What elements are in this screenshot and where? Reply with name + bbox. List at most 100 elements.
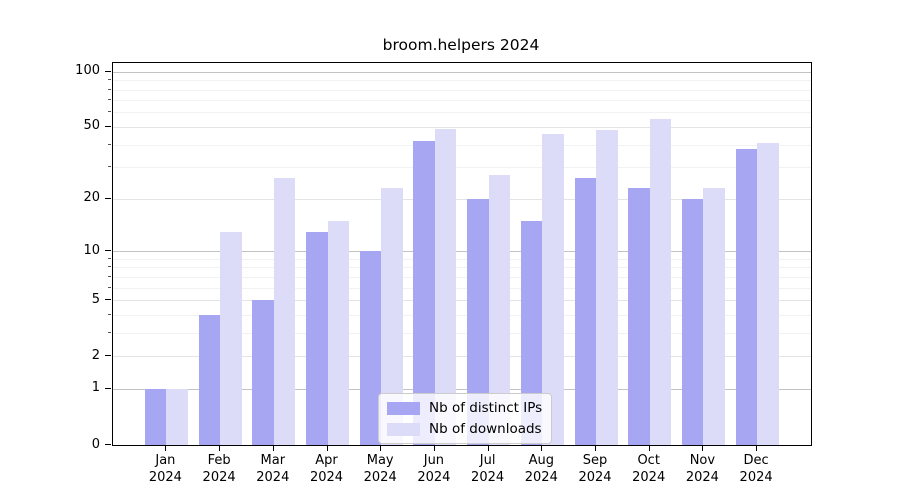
x-tick-label: Apr 2024 [309, 453, 344, 485]
legend-item-distinct-ips: Nb of distinct IPs [387, 400, 542, 416]
x-tick-label: Mar 2024 [256, 453, 290, 485]
x-tick-label: Jul 2024 [471, 453, 505, 485]
chart-title: broom.helpers 2024 [382, 36, 540, 54]
y-axis-minor-tick [108, 143, 111, 145]
bar-downloads [220, 231, 242, 445]
x-axis-tick [326, 445, 328, 451]
bar-downloads [434, 128, 457, 445]
bar-downloads [381, 187, 403, 445]
plot-area [112, 62, 812, 446]
bar-distinct-ips [413, 140, 435, 445]
bar-distinct-ips [198, 314, 221, 445]
bar-distinct-ips [252, 300, 274, 445]
y-tick-label: 20 [83, 190, 100, 206]
y-axis-tick [105, 444, 111, 445]
bar-distinct-ips [467, 198, 489, 445]
y-tick-label: 0 [91, 436, 100, 452]
gridline-major [113, 251, 811, 252]
x-axis-tick [487, 445, 489, 451]
gridline-minor [113, 287, 811, 289]
x-tick-label: Nov 2024 [685, 453, 719, 485]
legend-label: Nb of downloads [429, 421, 542, 437]
y-axis-tick [105, 125, 111, 127]
x-axis-tick [595, 445, 596, 451]
gridline-minor [113, 167, 811, 169]
y-axis-minor-tick [108, 166, 111, 168]
bar-downloads [327, 220, 349, 445]
y-axis-minor-tick [108, 331, 111, 333]
gridline-minor [113, 89, 811, 91]
y-axis-minor-tick [108, 266, 111, 268]
y-axis-tick [105, 355, 111, 357]
gridline-major [113, 126, 811, 128]
bar-distinct-ips [735, 148, 758, 445]
legend: Nb of distinct IPs Nb of downloads [378, 393, 553, 444]
legend-swatch-distinct-ips [387, 401, 420, 415]
x-tick-label: Aug 2024 [524, 453, 558, 485]
y-axis-tick [105, 250, 111, 251]
legend-item-downloads: Nb of downloads [387, 421, 542, 437]
y-axis-minor-tick [108, 257, 111, 259]
gridline-minor [113, 112, 811, 114]
bar-downloads [596, 130, 618, 445]
x-tick-label: Jun 2024 [417, 453, 451, 485]
x-tick-label: Oct 2024 [632, 453, 666, 485]
x-axis-tick [433, 445, 435, 451]
y-axis-tick [105, 197, 111, 199]
gridline-minor [113, 267, 811, 269]
y-axis-tick [105, 70, 111, 72]
x-tick-label: Dec 2024 [739, 453, 773, 485]
bar-distinct-ips [359, 251, 382, 445]
y-axis-tick [105, 387, 111, 389]
y-tick-label: 5 [91, 291, 100, 307]
x-tick-label: Feb 2024 [202, 453, 236, 485]
bar-distinct-ips [520, 220, 543, 445]
bar-distinct-ips [681, 198, 704, 445]
x-tick-label: May 2024 [363, 453, 397, 485]
y-axis-minor-tick [108, 88, 111, 90]
legend-swatch-downloads [387, 422, 420, 436]
bar-downloads [542, 133, 564, 445]
bar-distinct-ips [306, 231, 328, 445]
x-axis-tick [756, 445, 758, 451]
gridline-minor [113, 258, 811, 260]
gridline-minor [113, 144, 811, 146]
y-axis-minor-tick [108, 286, 111, 288]
gridline-major [113, 198, 811, 200]
x-tick-label: Sep 2024 [578, 453, 612, 485]
gridline-minor [113, 80, 811, 82]
y-tick-label: 1 [91, 380, 100, 396]
gridline-minor [113, 332, 811, 334]
legend-label: Nb of distinct IPs [429, 400, 543, 416]
bar-downloads [649, 119, 672, 445]
bar-downloads [488, 175, 511, 445]
y-axis-minor-tick [108, 111, 111, 113]
gridline-minor [113, 276, 811, 278]
x-axis-tick [648, 445, 650, 451]
gridline-major [113, 356, 811, 358]
y-tick-label: 10 [83, 242, 100, 258]
bar-downloads [757, 142, 779, 445]
y-tick-label: 100 [75, 63, 100, 79]
y-axis-minor-tick [108, 99, 111, 101]
bar-downloads [166, 388, 188, 445]
x-axis-tick [272, 445, 274, 451]
y-tick-label: 50 [83, 118, 100, 134]
x-axis-tick [165, 445, 167, 451]
x-axis-tick [380, 445, 382, 451]
gridline-major [113, 71, 811, 73]
bar-downloads [703, 187, 725, 445]
x-axis-tick [702, 445, 704, 451]
y-axis-minor-tick [108, 79, 111, 81]
bar-downloads [273, 178, 296, 445]
y-tick-label: 2 [91, 347, 100, 363]
y-axis-tick [105, 299, 111, 300]
x-axis-tick [541, 445, 543, 451]
x-axis-tick [219, 445, 221, 451]
x-tick-label: Jan 2024 [148, 453, 182, 485]
bar-distinct-ips [574, 178, 596, 445]
gridline-major [113, 300, 811, 301]
bar-distinct-ips [628, 187, 650, 445]
gridline-minor [113, 314, 811, 316]
